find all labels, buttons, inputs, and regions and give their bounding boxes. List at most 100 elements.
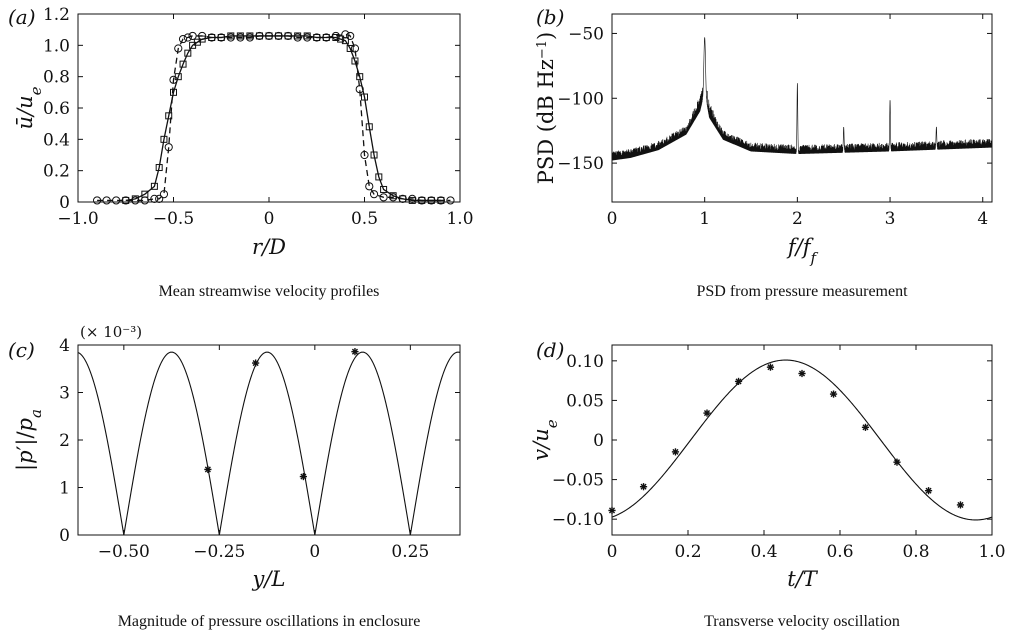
circle-marker (293, 33, 302, 42)
circle-marker (365, 182, 374, 191)
measured-point (252, 359, 260, 367)
chart-caption: PSD from pressure measurement (696, 283, 908, 300)
square-marker (170, 88, 177, 96)
x-tick-label: 0.4 (750, 542, 777, 562)
square-marker (160, 135, 168, 143)
square-marker (150, 182, 158, 190)
series-line-2 (97, 33, 451, 202)
square-marker (155, 164, 163, 172)
x-axis-label: t/T (787, 567, 819, 591)
circle-marker (346, 31, 355, 41)
panel-label: (c) (8, 338, 35, 362)
x-tick-label: 1.0 (978, 542, 1005, 562)
y-tick-label: 0.2 (43, 162, 70, 182)
circle-marker (112, 196, 121, 205)
circle-marker (264, 31, 274, 41)
measured-point (351, 348, 359, 356)
circle-marker (322, 33, 331, 42)
x-tick-label: −0.50 (98, 542, 150, 562)
circle-marker (360, 150, 369, 160)
square-marker (361, 93, 368, 101)
x-tick-label: 0.2 (674, 542, 701, 562)
x-tick-label: 0.25 (391, 542, 429, 562)
y-tick-label: 2 (59, 431, 70, 451)
y-axis-label: v/ue (529, 419, 561, 460)
circle-marker (169, 75, 178, 84)
psd-trace (611, 37, 993, 161)
x-tick-label: −0.25 (193, 542, 245, 562)
y-tick-label: 0 (59, 526, 70, 546)
circle-marker (198, 31, 207, 41)
circle-marker (140, 196, 149, 205)
series-line-1 (125, 35, 441, 202)
measured-point (703, 409, 711, 417)
x-tick-label: 0 (607, 542, 618, 562)
y-tick-label: 0 (593, 431, 604, 451)
square-marker (356, 73, 364, 81)
circle-marker (331, 31, 340, 41)
circle-marker (207, 33, 216, 42)
x-tick-label: 0.6 (826, 542, 853, 562)
circle-marker (150, 194, 159, 203)
x-tick-label: 0 (607, 209, 618, 229)
circle-marker (102, 196, 111, 205)
axes-frame (611, 13, 993, 203)
measured-point (829, 390, 838, 398)
circle-marker (121, 196, 130, 205)
y-tick-label: −0.10 (552, 510, 604, 530)
measured-point (671, 448, 680, 456)
circle-marker (312, 33, 321, 42)
y-tick-label: 4 (59, 336, 70, 356)
circle-marker (427, 196, 436, 205)
measured-point (204, 465, 212, 474)
circle-marker (284, 31, 293, 41)
chart-a: −1.0 −0.5 0 0.5 1.0 0 0.2 0.4 0.6 0.8 1.0 1.2 (a) Mea… (8, 5, 474, 300)
y-tick-label: −50 (568, 24, 604, 44)
measured-point (639, 483, 648, 491)
y-tick-label: 0.4 (43, 130, 70, 150)
y-axis-label: PSD (dB Hz−1) (534, 32, 558, 185)
circle-marker (446, 196, 455, 205)
chart-caption: Magnitude of pressure oscillations in en… (118, 613, 421, 630)
circle-marker (174, 44, 183, 53)
x-axis-label: f/ff (786, 235, 819, 267)
circle-marker (93, 196, 102, 205)
square-marker (184, 49, 192, 57)
circle-marker (188, 31, 197, 41)
measured-point (956, 501, 965, 509)
circle-marker (255, 31, 264, 41)
circle-marker (226, 33, 235, 42)
chart-d: 0 0.2 0.4 0.6 0.8 1.0 −0.10 −0.05 0 0.05 0.10(d) Tr… (529, 338, 1006, 630)
x-tick-label: 4 (977, 209, 988, 229)
circle-marker (341, 30, 350, 39)
circle-marker (245, 33, 254, 42)
chart-caption: Mean streamwise velocity profiles (159, 283, 380, 300)
y-tick-label: 0 (59, 193, 70, 213)
x-tick-label: 3 (885, 209, 896, 229)
x-axis-label: r/D (252, 235, 286, 259)
square-marker (165, 112, 173, 120)
panel-label: (b) (536, 5, 564, 29)
y-tick-label: 1 (59, 479, 70, 499)
y-tick-label: 3 (59, 384, 70, 404)
square-marker (351, 57, 359, 65)
circle-marker (398, 194, 407, 203)
x-tick-label: 0 (309, 542, 320, 562)
x-tick-label: 1 (699, 209, 710, 229)
y-tick-label: −100 (557, 89, 604, 109)
circle-marker (236, 33, 245, 42)
square-marker (346, 44, 354, 52)
circle-marker (379, 193, 388, 202)
x-tick-label: −1.0 (57, 209, 98, 229)
y-tick-label: 1.0 (43, 36, 70, 56)
circle-marker (369, 190, 379, 199)
panel-label: (a) (8, 5, 36, 29)
circle-marker (183, 33, 192, 42)
y-tick-label: 0.10 (566, 352, 604, 372)
chart-b: 0 1 2 3 4 −150 −100 −50(b) PSD from pressure mea… (534, 5, 993, 300)
measured-point (734, 377, 743, 386)
x-tick-label: 0.8 (902, 542, 929, 562)
circle-marker (131, 196, 140, 205)
y-tick-label: −150 (557, 154, 604, 174)
